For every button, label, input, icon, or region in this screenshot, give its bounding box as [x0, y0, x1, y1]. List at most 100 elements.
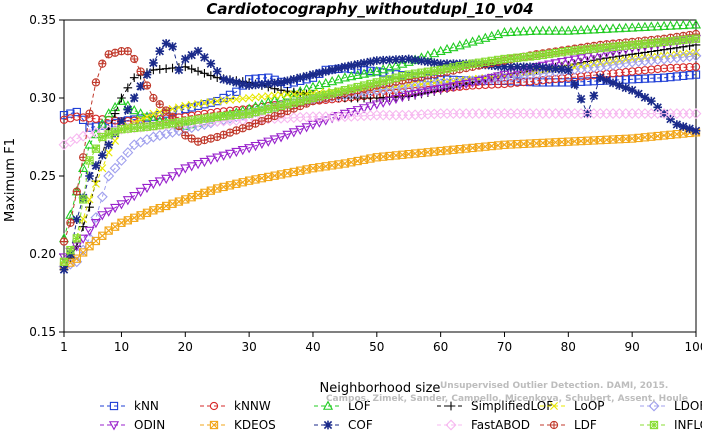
data-point — [634, 40, 643, 49]
legend-label: LOF — [348, 399, 371, 413]
data-point — [245, 94, 254, 102]
data-point — [167, 126, 178, 138]
data-point — [563, 25, 574, 35]
data-point — [276, 101, 286, 110]
data-point — [321, 90, 330, 100]
data-point — [123, 105, 133, 115]
legend-label: LoOP — [574, 399, 605, 413]
series-kdeos — [59, 128, 701, 271]
data-point — [161, 120, 171, 129]
data-point — [72, 107, 81, 117]
data-point — [232, 87, 241, 96]
data-point — [371, 66, 382, 76]
data-point — [607, 59, 619, 71]
data-point — [288, 128, 299, 138]
data-point — [634, 74, 643, 84]
data-point — [666, 72, 675, 82]
data-point — [679, 35, 688, 45]
data-point — [180, 54, 190, 64]
plot-area: 1 10 20 30 40 50 60 70 80 90 100 0.15 0.20 0.25 0.30 0.… — [29, 13, 702, 354]
data-point — [473, 77, 485, 87]
data-point — [295, 88, 305, 98]
data-point — [519, 62, 528, 72]
data-point — [353, 82, 362, 92]
data-point — [454, 40, 465, 50]
data-point — [473, 34, 485, 44]
data-point — [340, 62, 350, 72]
data-point — [84, 226, 95, 237]
x-tick-label: 30 — [241, 340, 256, 354]
data-point — [474, 58, 484, 67]
data-point — [532, 51, 541, 61]
data-point — [270, 103, 279, 112]
data-point — [142, 122, 152, 131]
data-point — [690, 19, 702, 29]
data-point — [500, 62, 509, 72]
legend-label: FastABOD — [471, 418, 530, 432]
data-point — [200, 53, 209, 62]
y-tick-label: 0.20 — [29, 247, 56, 261]
data-point — [601, 60, 613, 72]
data-point — [116, 200, 127, 210]
data-point — [295, 73, 305, 83]
x-tick-label: 100 — [685, 340, 702, 354]
data-point — [506, 54, 516, 63]
data-point — [323, 420, 333, 430]
data-point — [277, 90, 286, 99]
data-point — [108, 421, 120, 431]
data-point — [187, 100, 196, 109]
data-point — [602, 43, 611, 52]
data-point — [583, 45, 592, 54]
data-point — [66, 218, 75, 227]
data-point — [480, 32, 491, 42]
data-point — [595, 23, 606, 34]
data-point — [232, 78, 241, 87]
data-point — [238, 110, 247, 119]
data-point — [679, 63, 688, 72]
data-point — [525, 52, 535, 61]
data-point — [379, 76, 388, 85]
data-point — [512, 62, 522, 72]
data-point — [270, 78, 279, 88]
data-point — [480, 75, 491, 85]
data-point — [435, 45, 446, 55]
data-point — [601, 23, 612, 33]
legend-label: INFLO — [674, 418, 702, 432]
data-point — [117, 93, 126, 103]
data-point — [582, 24, 593, 34]
data-point — [358, 68, 370, 78]
data-point — [283, 76, 292, 86]
data-point — [123, 83, 133, 93]
data-point — [576, 45, 586, 55]
data-point — [653, 64, 662, 74]
data-point — [251, 80, 260, 90]
data-point — [161, 39, 171, 48]
data-point — [690, 50, 702, 62]
data-point — [487, 56, 496, 66]
data-point — [633, 22, 644, 32]
data-point — [296, 96, 305, 106]
data-point — [122, 147, 134, 159]
data-point — [679, 71, 688, 80]
data-point — [91, 78, 101, 87]
legend-item-ldof: LDOF — [640, 399, 702, 413]
y-tick-label: 0.35 — [29, 13, 56, 27]
data-point — [646, 21, 657, 31]
data-point — [320, 77, 331, 88]
data-point — [441, 43, 453, 54]
data-point — [493, 55, 503, 65]
data-point — [513, 53, 522, 62]
data-point — [499, 27, 510, 37]
data-point — [160, 128, 172, 140]
data-point — [423, 57, 433, 67]
data-point — [462, 60, 471, 70]
data-point — [672, 72, 681, 81]
data-point — [569, 55, 580, 65]
y-tick-label: 0.25 — [29, 169, 56, 183]
data-point — [384, 62, 395, 72]
data-point — [194, 99, 203, 108]
data-point — [90, 212, 102, 224]
data-point — [136, 115, 145, 124]
data-point — [366, 57, 375, 67]
data-point — [143, 112, 151, 121]
